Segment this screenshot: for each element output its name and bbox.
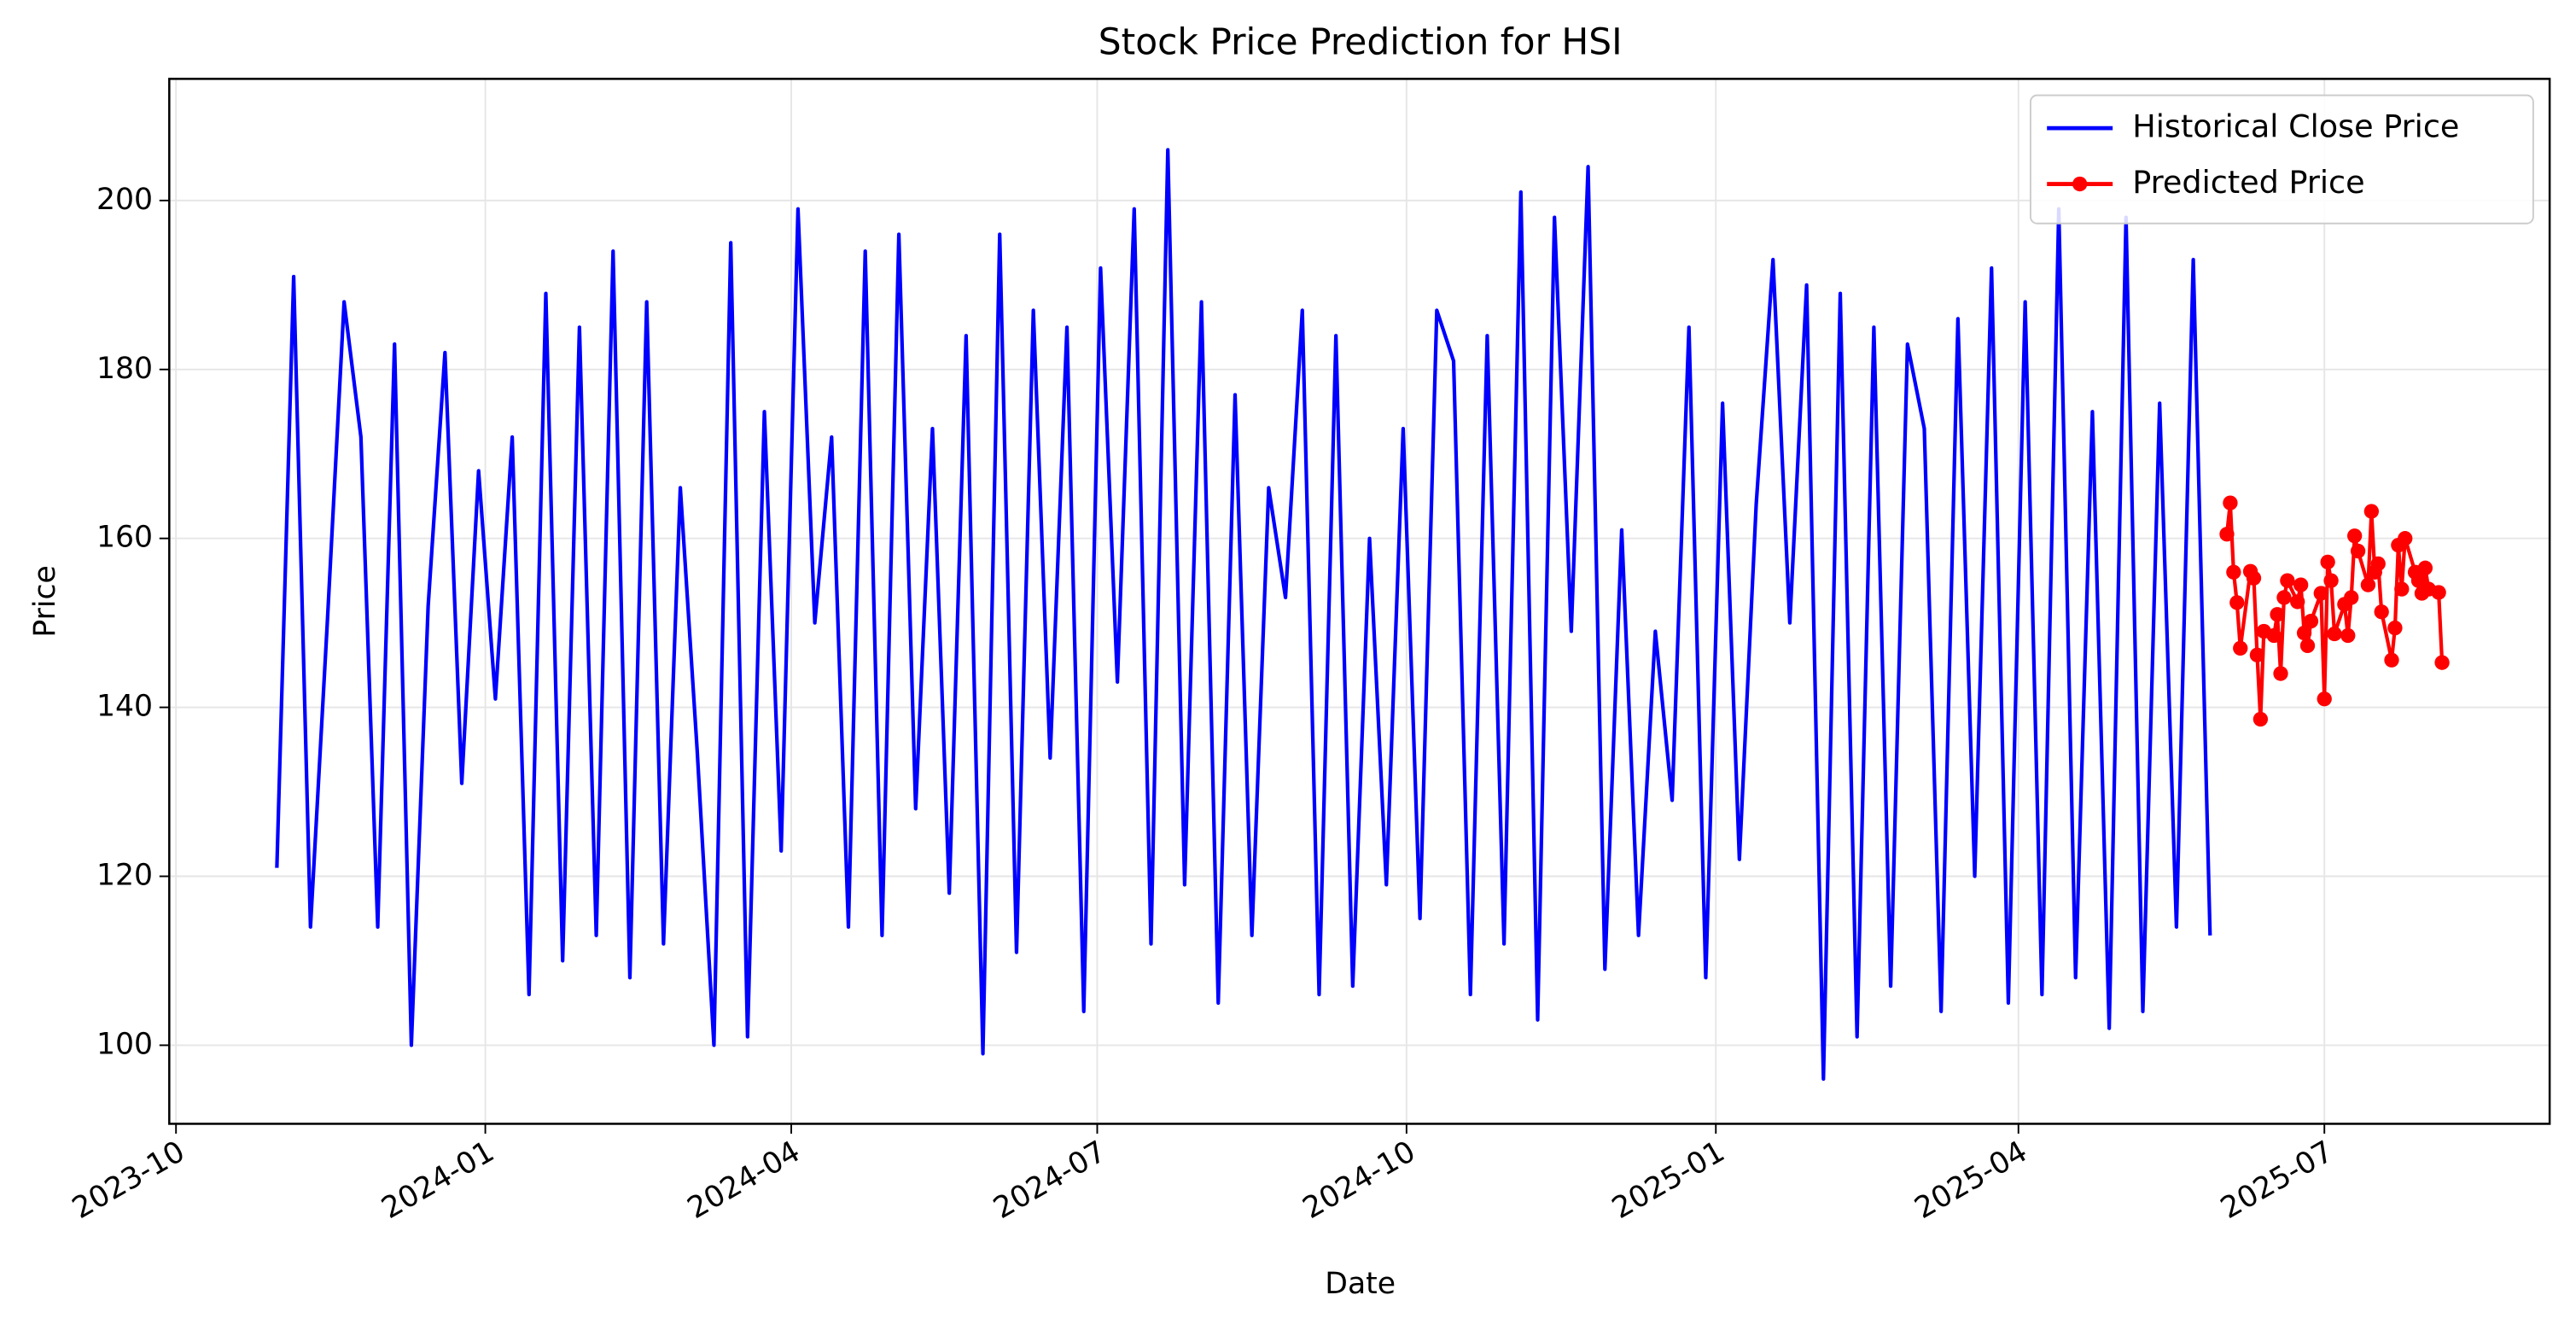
data-point (2384, 652, 2399, 668)
data-point (2431, 585, 2446, 600)
data-point (2280, 573, 2295, 588)
data-point (2246, 570, 2262, 586)
data-point (2273, 666, 2288, 681)
data-point (2327, 626, 2342, 642)
legend-box (2029, 94, 2534, 225)
data-point (2229, 595, 2245, 610)
data-point (2253, 711, 2269, 727)
y-axis-label: Price (28, 565, 62, 637)
y-tick-label: 160 (96, 521, 153, 555)
chart-title: Stock Price Prediction for HSI (1099, 20, 1623, 62)
y-tick-label: 100 (96, 1027, 153, 1061)
y-tick-label: 180 (96, 352, 153, 386)
data-point (2219, 527, 2235, 542)
data-point (2387, 620, 2403, 636)
data-point (2434, 655, 2450, 670)
data-point (2347, 528, 2363, 544)
data-point (2417, 560, 2433, 575)
data-point (2317, 691, 2332, 707)
data-point (2370, 556, 2386, 572)
data-point (2350, 543, 2366, 559)
data-point (2266, 627, 2282, 644)
data-point (2249, 647, 2265, 662)
data-point (2360, 577, 2376, 592)
data-point (2374, 604, 2389, 620)
plot-frame (168, 78, 2551, 1125)
data-point (2276, 590, 2292, 605)
data-point (2303, 614, 2319, 629)
x-axis-label: Date (1325, 1267, 1396, 1301)
y-tick-label: 200 (96, 183, 153, 217)
data-point (2394, 581, 2410, 597)
legend-marker (2072, 176, 2088, 192)
data-point (2233, 640, 2248, 656)
data-point (2313, 586, 2328, 601)
y-tick-label: 140 (96, 690, 153, 724)
data-point (2363, 504, 2380, 519)
data-point (2223, 495, 2238, 510)
data-point (2344, 590, 2359, 605)
data-point (2340, 627, 2356, 644)
legend-label: Historical Close Price (2132, 108, 2459, 145)
data-point (2398, 531, 2413, 546)
data-point (2293, 577, 2309, 592)
y-tick-label: 120 (96, 859, 153, 893)
data-point (2226, 564, 2241, 580)
series-line (275, 148, 2212, 1082)
data-point (2270, 607, 2285, 622)
data-point (2320, 554, 2335, 570)
data-point (2323, 573, 2339, 588)
data-point (2290, 594, 2305, 610)
data-point (2299, 638, 2316, 654)
data-point (2410, 573, 2427, 588)
legend-label: Predicted Price (2132, 164, 2364, 201)
data-point (2296, 625, 2312, 641)
